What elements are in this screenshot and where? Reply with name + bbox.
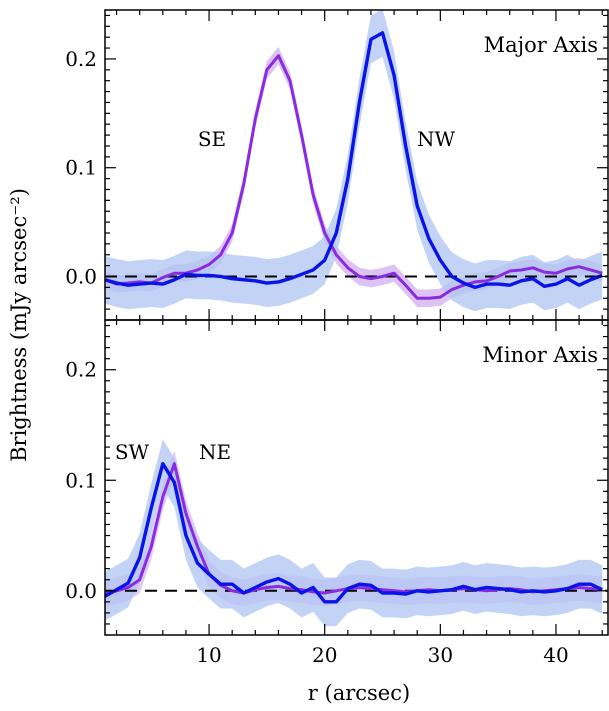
series-1-uncertainty-band <box>105 439 603 627</box>
y-tick-label: 0.0 <box>65 579 97 603</box>
x-tick-label: 30 <box>428 643 453 667</box>
y-axis-label: Brightness (mJy arcsec⁻²) <box>7 188 31 462</box>
x-axis-label: r (arcsec) <box>308 681 410 705</box>
minor-axis-panel: 0.0 0.1 0.2 10 20 30 40 Minor Axis SW NE <box>65 319 609 667</box>
major-axis-panel: 0.0 0.1 0.2 Major Axis SE NW <box>65 9 609 321</box>
x-tick-label: 40 <box>543 643 568 667</box>
series-0-line <box>105 54 603 300</box>
y-tick-label: 0.2 <box>65 358 97 382</box>
y-tick-label: 0.2 <box>65 47 97 71</box>
direction-annotation: SE <box>198 127 226 151</box>
plot-area <box>105 10 608 312</box>
y-tick-label: 0.1 <box>65 468 97 492</box>
direction-annotation: SW <box>115 440 150 464</box>
direction-annotation: NE <box>199 440 231 464</box>
plot-area <box>105 439 608 627</box>
plot-frame <box>104 319 609 636</box>
direction-annotation: NW <box>417 127 456 151</box>
series-1-uncertainty-band <box>105 10 603 312</box>
y-tick-label: 0.0 <box>65 264 97 288</box>
x-tick-label: 20 <box>312 643 337 667</box>
panel-label: Minor Axis <box>482 343 598 367</box>
panel-label: Major Axis <box>484 33 598 57</box>
series-1-line <box>105 461 603 604</box>
series-0-uncertainty-band <box>105 46 603 307</box>
series-1-line <box>105 31 603 290</box>
y-tick-label: 0.1 <box>65 156 97 180</box>
x-tick-label: 10 <box>196 643 221 667</box>
